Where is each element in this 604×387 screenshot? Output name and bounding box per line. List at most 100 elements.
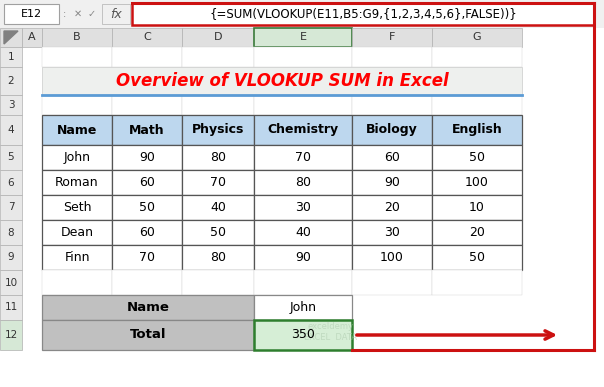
Text: 90: 90 [384, 176, 400, 189]
Text: 40: 40 [295, 226, 311, 239]
Bar [42, 115, 112, 145]
Bar [42, 245, 112, 270]
Bar [0, 47, 22, 67]
Bar [0, 0, 604, 28]
Bar [254, 320, 352, 350]
Bar [0, 145, 22, 170]
Text: E: E [300, 33, 306, 43]
Bar [182, 95, 254, 115]
Bar [182, 115, 254, 145]
Text: John: John [289, 301, 316, 314]
Bar [0, 195, 22, 220]
Bar [254, 245, 352, 270]
Text: English: English [452, 123, 503, 137]
Bar [254, 95, 352, 115]
Bar [42, 67, 522, 95]
Bar [0, 320, 22, 350]
Text: 20: 20 [469, 226, 485, 239]
Text: 60: 60 [384, 151, 400, 164]
Text: 4: 4 [8, 125, 14, 135]
Text: 70: 70 [295, 151, 311, 164]
Bar [42, 47, 112, 67]
Polygon shape [4, 31, 18, 44]
Text: 90: 90 [139, 151, 155, 164]
Text: 2: 2 [8, 76, 14, 86]
Bar [432, 245, 522, 270]
Bar [0, 220, 22, 245]
Text: 60: 60 [139, 226, 155, 239]
Bar [102, 4, 130, 24]
Text: ✓: ✓ [88, 9, 96, 19]
Bar [42, 195, 112, 220]
Text: 12: 12 [4, 330, 18, 340]
Text: 50: 50 [469, 251, 485, 264]
Bar [42, 295, 254, 320]
Bar [432, 47, 522, 67]
Bar [42, 28, 112, 47]
Text: {=SUM(VLOOKUP(E11,B5:G9,{1,2,3,4,5,6},FALSE))}: {=SUM(VLOOKUP(E11,B5:G9,{1,2,3,4,5,6},FA… [209, 7, 517, 21]
Bar [0, 67, 22, 95]
Bar [254, 28, 352, 47]
Bar [254, 145, 352, 170]
Text: Physics: Physics [192, 123, 244, 137]
Bar [352, 220, 432, 245]
Bar [112, 115, 182, 145]
Bar [432, 195, 522, 220]
Text: Math: Math [129, 123, 165, 137]
Bar [4, 4, 59, 24]
Text: 10: 10 [4, 277, 18, 288]
Text: A: A [28, 33, 36, 43]
Text: 8: 8 [8, 228, 14, 238]
Text: 100: 100 [380, 251, 404, 264]
Bar [112, 95, 182, 115]
Text: 11: 11 [4, 303, 18, 312]
Bar [182, 220, 254, 245]
Text: 80: 80 [295, 176, 311, 189]
Bar [112, 145, 182, 170]
Bar [0, 170, 22, 195]
Text: Name: Name [127, 301, 170, 314]
Bar [182, 195, 254, 220]
Bar [0, 28, 22, 47]
Bar [22, 28, 42, 47]
Bar [352, 28, 432, 47]
Text: Dean: Dean [60, 226, 94, 239]
Bar [182, 47, 254, 67]
Text: 350: 350 [291, 329, 315, 341]
Text: 50: 50 [139, 201, 155, 214]
Text: G: G [473, 33, 481, 43]
Text: 50: 50 [469, 151, 485, 164]
Bar [42, 270, 112, 295]
Bar [254, 195, 352, 220]
Bar [254, 295, 352, 320]
Bar [432, 28, 522, 47]
Bar [0, 295, 22, 320]
Bar [352, 115, 432, 145]
Bar [0, 270, 22, 295]
Text: C: C [143, 33, 151, 43]
Text: 6: 6 [8, 178, 14, 187]
Text: 9: 9 [8, 252, 14, 262]
Bar [352, 170, 432, 195]
Text: 30: 30 [384, 226, 400, 239]
Text: 90: 90 [295, 251, 311, 264]
Bar [254, 170, 352, 195]
Bar [352, 95, 432, 115]
Text: 10: 10 [469, 201, 485, 214]
Bar [112, 195, 182, 220]
Text: 80: 80 [210, 151, 226, 164]
Bar [42, 95, 112, 115]
Text: 30: 30 [295, 201, 311, 214]
Bar [432, 220, 522, 245]
Text: Seth: Seth [63, 201, 91, 214]
Text: 40: 40 [210, 201, 226, 214]
Bar [112, 220, 182, 245]
Bar [254, 47, 352, 67]
Bar [352, 270, 432, 295]
Bar [182, 270, 254, 295]
Text: 80: 80 [210, 251, 226, 264]
Bar [432, 170, 522, 195]
Bar [352, 245, 432, 270]
Bar [182, 170, 254, 195]
Text: 50: 50 [210, 226, 226, 239]
